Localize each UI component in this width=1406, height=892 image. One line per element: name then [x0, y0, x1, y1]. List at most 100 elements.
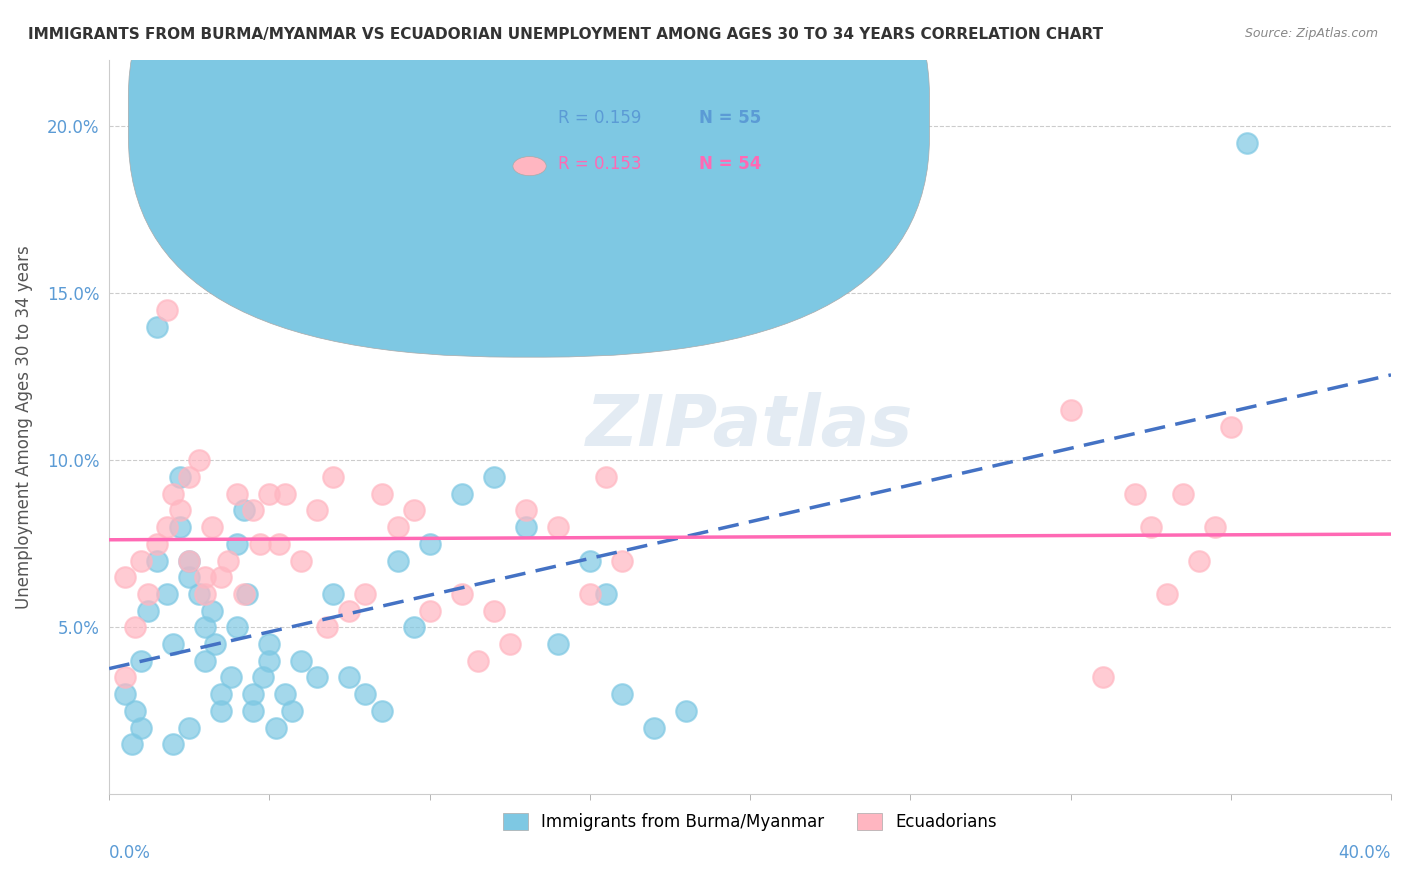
Point: [201, 520, 224, 534]
Point: [1156, 587, 1178, 601]
Point: [114, 687, 136, 701]
Point: [579, 587, 602, 601]
Point: [482, 604, 505, 618]
Point: [290, 654, 312, 668]
Point: [226, 487, 249, 501]
Point: [467, 654, 489, 668]
Point: [162, 637, 184, 651]
Point: [354, 587, 377, 601]
Point: [136, 587, 159, 601]
Point: [209, 704, 232, 718]
Point: [114, 670, 136, 684]
Point: [595, 470, 617, 484]
Point: [450, 587, 472, 601]
Point: [387, 553, 409, 567]
Point: [264, 721, 287, 735]
Text: 40.0%: 40.0%: [1339, 845, 1391, 863]
Point: [1171, 487, 1194, 501]
Point: [547, 637, 569, 651]
Point: [232, 503, 254, 517]
Point: [339, 604, 361, 618]
Point: [169, 470, 191, 484]
Text: R = 0.159: R = 0.159: [558, 110, 641, 128]
Point: [162, 737, 184, 751]
Point: [169, 503, 191, 517]
Point: [146, 553, 169, 567]
Text: Source: ZipAtlas.com: Source: ZipAtlas.com: [1244, 27, 1378, 40]
Point: [194, 570, 217, 584]
Point: [169, 520, 191, 534]
Point: [179, 219, 201, 234]
Point: [236, 587, 259, 601]
Point: [249, 537, 271, 551]
Text: R = 0.153: R = 0.153: [558, 155, 641, 173]
Point: [1091, 670, 1114, 684]
Point: [515, 503, 537, 517]
Point: [124, 620, 146, 634]
Point: [226, 537, 249, 551]
Point: [482, 470, 505, 484]
Point: [290, 553, 312, 567]
Point: [259, 487, 281, 501]
Point: [322, 587, 344, 601]
Point: [179, 553, 201, 567]
Point: [187, 453, 209, 467]
Point: [226, 620, 249, 634]
Point: [595, 587, 617, 601]
Text: IMMIGRANTS FROM BURMA/MYANMAR VS ECUADORIAN UNEMPLOYMENT AMONG AGES 30 TO 34 YEA: IMMIGRANTS FROM BURMA/MYANMAR VS ECUADOR…: [28, 27, 1104, 42]
Point: [402, 620, 425, 634]
Point: [387, 520, 409, 534]
Point: [194, 654, 217, 668]
Point: [419, 604, 441, 618]
Point: [217, 553, 239, 567]
Point: [643, 721, 665, 735]
Point: [194, 587, 217, 601]
Point: [194, 620, 217, 634]
Point: [307, 670, 329, 684]
Point: [179, 721, 201, 735]
Point: [124, 704, 146, 718]
Point: [1059, 403, 1081, 417]
Point: [201, 604, 224, 618]
Point: [219, 670, 242, 684]
Point: [136, 604, 159, 618]
Text: ZIPatlas: ZIPatlas: [586, 392, 914, 461]
Point: [1204, 520, 1226, 534]
Point: [209, 687, 232, 701]
Point: [162, 487, 184, 501]
Point: [187, 587, 209, 601]
Point: [610, 687, 633, 701]
Point: [129, 721, 152, 735]
Point: [129, 654, 152, 668]
Point: [675, 704, 697, 718]
Point: [274, 487, 297, 501]
Point: [209, 570, 232, 584]
Point: [354, 687, 377, 701]
Point: [114, 570, 136, 584]
Y-axis label: Unemployment Among Ages 30 to 34 years: Unemployment Among Ages 30 to 34 years: [15, 245, 32, 609]
Point: [252, 670, 274, 684]
Point: [259, 654, 281, 668]
Point: [146, 319, 169, 334]
Point: [242, 704, 264, 718]
Point: [267, 537, 290, 551]
Point: [1219, 420, 1241, 434]
Point: [370, 487, 392, 501]
Circle shape: [513, 157, 547, 176]
Point: [121, 737, 143, 751]
Legend: Immigrants from Burma/Myanmar, Ecuadorians: Immigrants from Burma/Myanmar, Ecuadoria…: [496, 806, 1004, 838]
Point: [370, 704, 392, 718]
Point: [339, 670, 361, 684]
Point: [402, 503, 425, 517]
Point: [179, 470, 201, 484]
FancyBboxPatch shape: [128, 0, 929, 357]
Point: [419, 537, 441, 551]
Point: [281, 704, 304, 718]
Point: [1123, 487, 1146, 501]
Point: [179, 570, 201, 584]
Point: [307, 503, 329, 517]
Point: [204, 637, 226, 651]
Point: [547, 520, 569, 534]
Point: [232, 587, 254, 601]
Point: [610, 553, 633, 567]
